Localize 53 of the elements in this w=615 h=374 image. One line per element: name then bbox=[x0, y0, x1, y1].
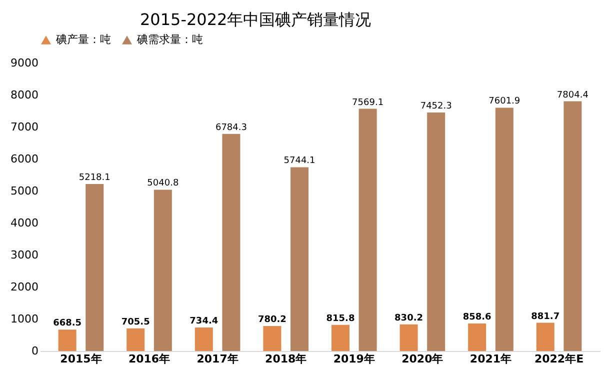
legend-label: 碘需求量：吨 bbox=[136, 33, 203, 46]
bar bbox=[495, 108, 514, 351]
bar bbox=[331, 324, 350, 351]
x-tick-label: 2015年 bbox=[60, 352, 102, 366]
bar bbox=[58, 330, 76, 351]
bar bbox=[468, 324, 486, 351]
data-label: 7452.3 bbox=[420, 102, 452, 112]
y-tick-label: 4000 bbox=[10, 216, 38, 230]
data-label: 6784.3 bbox=[215, 122, 247, 133]
y-tick-label: 2000 bbox=[10, 280, 38, 294]
data-label: 5744.1 bbox=[284, 156, 316, 166]
data-label: 5218.1 bbox=[78, 173, 110, 184]
y-tick-label: 7000 bbox=[10, 120, 38, 134]
bar bbox=[86, 184, 104, 351]
x-tick-label: 2022年E bbox=[534, 352, 584, 366]
data-label: 815.8 bbox=[326, 314, 355, 324]
bar bbox=[154, 190, 172, 351]
bar bbox=[358, 108, 377, 351]
data-label: 7804.4 bbox=[556, 90, 589, 100]
data-label: 858.6 bbox=[462, 312, 492, 323]
data-label: 5040.8 bbox=[147, 178, 179, 189]
data-label: 780.2 bbox=[258, 315, 286, 326]
bar bbox=[400, 324, 418, 351]
bar bbox=[222, 134, 240, 351]
bar bbox=[536, 322, 554, 351]
x-tick-label: 2016年 bbox=[128, 352, 170, 366]
x-tick-label: 2017年 bbox=[196, 352, 238, 366]
chart-title: 2015-2022年中国碘产销量情况 bbox=[140, 10, 372, 29]
bar bbox=[263, 326, 282, 351]
y-tick-label: 3000 bbox=[10, 248, 38, 262]
data-label: 830.2 bbox=[394, 313, 424, 324]
y-tick-label: 5000 bbox=[10, 184, 38, 198]
x-tick-label: 2020年 bbox=[402, 352, 444, 366]
legend-label: 碘产量：吨 bbox=[55, 33, 111, 46]
data-label: 881.7 bbox=[531, 312, 560, 322]
bar bbox=[290, 167, 309, 351]
data-label: 7601.9 bbox=[488, 96, 520, 107]
y-tick-label: 0 bbox=[32, 344, 38, 358]
bar bbox=[194, 328, 213, 351]
y-tick-label: 6000 bbox=[10, 152, 38, 166]
bar bbox=[126, 328, 145, 351]
bar bbox=[427, 112, 446, 351]
data-label: 7569.1 bbox=[352, 98, 384, 108]
x-tick-label: 2018年 bbox=[265, 352, 307, 366]
data-label: 734.4 bbox=[190, 316, 218, 326]
x-tick-label: 2021年 bbox=[470, 352, 512, 366]
data-label: 668.5 bbox=[53, 318, 82, 329]
x-tick-label: 2019年 bbox=[333, 352, 375, 366]
y-tick-label: 8000 bbox=[10, 88, 38, 102]
y-tick-label: 1000 bbox=[10, 312, 38, 326]
data-label: 705.5 bbox=[121, 317, 150, 328]
bar bbox=[564, 101, 582, 351]
y-tick-label: 9000 bbox=[10, 56, 38, 70]
